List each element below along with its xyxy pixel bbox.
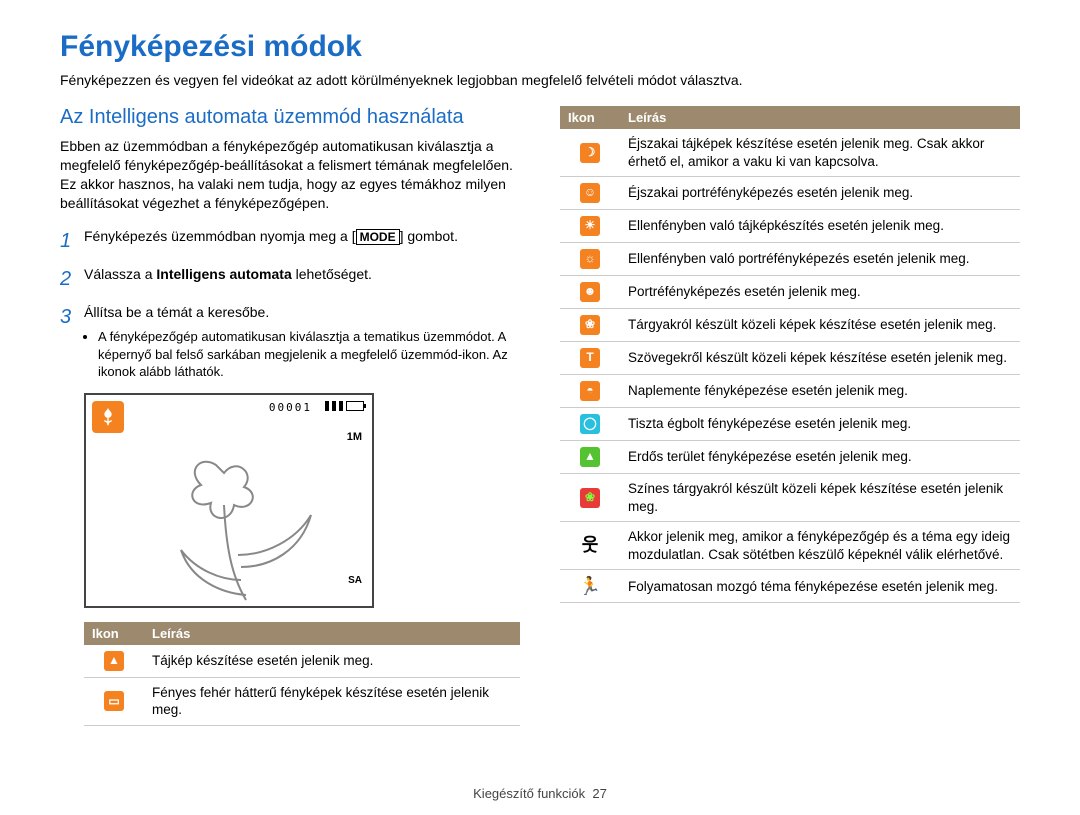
mode-icon: 웃 xyxy=(580,536,600,556)
mode-icon: ☺ xyxy=(580,183,600,203)
mode-icon: ☀ xyxy=(580,216,600,236)
col-desc-header: Leírás xyxy=(620,106,1020,129)
step-item: 2Válassza a Intelligens automata lehetős… xyxy=(60,265,520,293)
section-paragraph: Ebben az üzemmódban a fényképezőgép auto… xyxy=(60,137,520,213)
mode-icon: ☽ xyxy=(580,143,600,163)
footer-page-number: 27 xyxy=(592,786,606,801)
mode-key: MODE xyxy=(356,229,400,245)
step-item: 1Fényképezés üzemmódban nyomja meg a [MO… xyxy=(60,227,520,255)
footer-label: Kiegészítő funkciók xyxy=(473,786,585,801)
left-icon-table: Ikon Leírás ▲ Tájkép készítése esetén jel… xyxy=(84,622,520,726)
mode-icon: ◯ xyxy=(580,414,600,434)
table-row: ☻ Portréfényképezés esetén jelenik meg. xyxy=(560,276,1020,309)
desc-cell: Fényes fehér hátterű fényképek készítése… xyxy=(144,677,520,725)
step-number: 1 xyxy=(60,227,84,255)
step-item: 3Állítsa be a témát a keresőbe.A fénykép… xyxy=(60,303,520,383)
desc-cell: Naplemente fényképezése esetén jelenik m… xyxy=(620,375,1020,408)
icon-cell: ☀ xyxy=(560,210,620,243)
icon-cell: ▲ xyxy=(84,645,144,678)
icon-cell: ☼ xyxy=(560,243,620,276)
frame-counter: 00001 xyxy=(269,401,312,414)
mode-icon: ◓ xyxy=(580,381,600,401)
desc-cell: Ellenfényben való portréfényképezés eset… xyxy=(620,243,1020,276)
page-title: Fényképezési módok xyxy=(60,30,1020,64)
subtitle-text: Fényképezzen és vegyen fel videókat az a… xyxy=(60,72,1020,88)
icon-cell: ◯ xyxy=(560,408,620,441)
icon-cell: 🏃 xyxy=(560,570,620,603)
col-desc-header: Leírás xyxy=(144,622,520,645)
desc-cell: Folyamatosan mozgó téma fényképezése ese… xyxy=(620,570,1020,603)
table-row: ☼ Ellenfényben való portréfényképezés ese… xyxy=(560,243,1020,276)
col-icon-header: Ikon xyxy=(84,622,144,645)
desc-cell: Éjszakai tájképek készítése esetén jelen… xyxy=(620,129,1020,177)
desc-cell: Erdős terület fényképezése esetén jeleni… xyxy=(620,441,1020,474)
desc-cell: Színes tárgyakról készült közeli képek k… xyxy=(620,474,1020,522)
desc-cell: Akkor jelenik meg, amikor a fényképezőgé… xyxy=(620,522,1020,570)
table-row: 웃 Akkor jelenik meg, amikor a fényképezőg… xyxy=(560,522,1020,570)
icon-cell: ☺ xyxy=(560,177,620,210)
desc-cell: Szövegekről készült közeli képek készíté… xyxy=(620,342,1020,375)
icon-cell: ❀ xyxy=(560,474,620,522)
macro-mode-icon xyxy=(92,401,124,433)
table-row: ❀ Tárgyakról készült közeli képek készíté… xyxy=(560,309,1020,342)
mode-icon: ▲ xyxy=(580,447,600,467)
table-row: 🏃 Folyamatosan mozgó téma fényképezése es… xyxy=(560,570,1020,603)
table-row: ☺ Éjszakai portréfényképezés esetén jelen… xyxy=(560,177,1020,210)
camera-screen-illustration: 00001 1M SA xyxy=(84,393,374,608)
desc-cell: Tárgyakról készült közeli képek készítés… xyxy=(620,309,1020,342)
table-row: ❀ Színes tárgyakról készült közeli képek … xyxy=(560,474,1020,522)
section-title: Az Intelligens automata üzemmód használa… xyxy=(60,106,520,129)
desc-cell: Ellenfényben való tájképkészítés esetén … xyxy=(620,210,1020,243)
icon-cell: 웃 xyxy=(560,522,620,570)
right-column: Ikon Leírás ☽ Éjszakai tájképek készítése… xyxy=(560,106,1020,726)
table-row: ☽ Éjszakai tájképek készítése esetén jele… xyxy=(560,129,1020,177)
right-icon-table: Ikon Leírás ☽ Éjszakai tájképek készítése… xyxy=(560,106,1020,603)
mode-icon: ▲ xyxy=(104,651,124,671)
mode-icon: ❀ xyxy=(580,488,600,508)
icon-cell: ◓ xyxy=(560,375,620,408)
table-row: ▲ Erdős terület fényképezése esetén jelen… xyxy=(560,441,1020,474)
table-row: T Szövegekről készült közeli képek készít… xyxy=(560,342,1020,375)
mode-icon: T xyxy=(580,348,600,368)
step-number: 3 xyxy=(60,303,84,383)
icon-cell: ☻ xyxy=(560,276,620,309)
table-row: ◓ Naplemente fényképezése esetén jelenik … xyxy=(560,375,1020,408)
table-row: ▭ Fényes fehér hátterű fényképek készítés… xyxy=(84,677,520,725)
step-bullets: A fényképezőgép automatikusan kiválasztj… xyxy=(98,328,520,381)
icon-cell: ▲ xyxy=(560,441,620,474)
icon-cell: ▭ xyxy=(84,677,144,725)
page-footer: Kiegészítő funkciók 27 xyxy=(0,786,1080,801)
battery-icon xyxy=(325,401,364,411)
desc-cell: Portréfényképezés esetén jelenik meg. xyxy=(620,276,1020,309)
steps-list: 1Fényképezés üzemmódban nyomja meg a [MO… xyxy=(60,227,520,383)
flower-illustration xyxy=(146,445,336,605)
desc-cell: Tájkép készítése esetén jelenik meg. xyxy=(144,645,520,678)
bullet-item: A fényképezőgép automatikusan kiválasztj… xyxy=(98,328,520,381)
mode-icon: ▭ xyxy=(104,691,124,711)
table-row: ▲ Tájkép készítése esetén jelenik meg. xyxy=(84,645,520,678)
desc-cell: Tiszta égbolt fényképezése esetén jeleni… xyxy=(620,408,1020,441)
mode-icon: ❀ xyxy=(580,315,600,335)
icon-cell: ❀ xyxy=(560,309,620,342)
step-body: Válassza a Intelligens automata lehetősé… xyxy=(84,265,520,293)
left-column: Az Intelligens automata üzemmód használa… xyxy=(60,106,520,726)
table-row: ☀ Ellenfényben való tájképkészítés esetén… xyxy=(560,210,1020,243)
step-number: 2 xyxy=(60,265,84,293)
mode-icon: 🏃 xyxy=(580,576,600,596)
table-row: ◯ Tiszta égbolt fényképezése esetén jelen… xyxy=(560,408,1020,441)
icon-cell: ☽ xyxy=(560,129,620,177)
desc-cell: Éjszakai portréfényképezés esetén jeleni… xyxy=(620,177,1020,210)
icon-cell: T xyxy=(560,342,620,375)
sa-indicator: SA xyxy=(348,575,362,586)
col-icon-header: Ikon xyxy=(560,106,620,129)
content-columns: Az Intelligens automata üzemmód használa… xyxy=(60,106,1020,726)
step-body: Állítsa be a témát a keresőbe.A fényképe… xyxy=(84,303,520,383)
mode-icon: ☼ xyxy=(580,249,600,269)
mode-icon: ☻ xyxy=(580,282,600,302)
step-body: Fényképezés üzemmódban nyomja meg a [MOD… xyxy=(84,227,520,255)
resolution-indicator: 1M xyxy=(347,431,362,443)
